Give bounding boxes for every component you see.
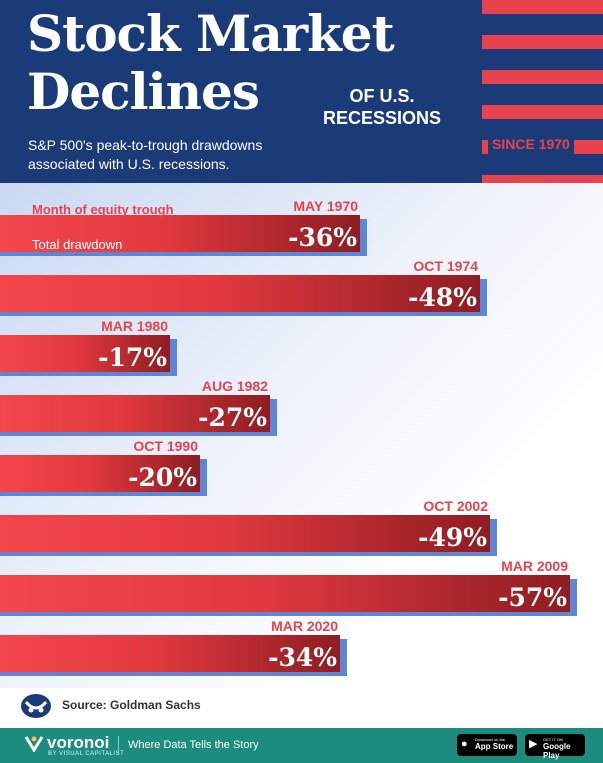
subtitle-line-1: S&P 500's peak-to-trough drawdowns bbox=[28, 137, 263, 153]
month-label: MAY 1970 bbox=[293, 198, 358, 214]
play-icon: ▶ bbox=[529, 738, 538, 750]
month-label: MAR 1980 bbox=[101, 318, 168, 334]
source-footer: Source: Goldman Sachs bbox=[0, 688, 603, 728]
value-label: -27% bbox=[198, 403, 267, 432]
subtitle-line-2: associated with U.S. recessions. bbox=[28, 156, 230, 172]
bar-mar-2009 bbox=[0, 575, 570, 612]
bar-mar-1980 bbox=[0, 335, 170, 372]
title-line-2: Declines bbox=[27, 62, 260, 121]
bar-may-1970 bbox=[0, 215, 360, 252]
brand-subtitle: BY VISUAL CAPITALIST bbox=[48, 751, 125, 757]
bar-oct-1974 bbox=[0, 275, 480, 312]
title-suffix-line-2: RECESSIONS bbox=[323, 108, 442, 128]
month-label: OCT 1990 bbox=[133, 438, 198, 454]
source-value: Goldman Sachs bbox=[110, 698, 201, 712]
bar-mar-2020 bbox=[0, 635, 340, 672]
bar-chart: MAY 1970 -36% OCT 1974 -48% MAR 1980 -17% AUG … bbox=[0, 198, 577, 676]
month-label: OCT 1974 bbox=[413, 258, 478, 274]
bar-oct-2002 bbox=[0, 515, 490, 552]
legend-total-drawdown: Total drawdown bbox=[32, 237, 123, 252]
month-label: OCT 2002 bbox=[423, 498, 488, 514]
chart-area: MAY 1970 -36% OCT 1974 -48% MAR 1980 -17% AUG … bbox=[0, 183, 603, 688]
apple-icon: ● bbox=[461, 738, 468, 750]
bar-aug-1982 bbox=[0, 395, 270, 432]
visual-capitalist-logo-icon bbox=[21, 694, 51, 718]
app-store-button[interactable]: ● Download on the App Store bbox=[457, 734, 517, 756]
google-play-big-text: Google Play bbox=[543, 742, 571, 760]
brand-name: voronoi bbox=[47, 733, 110, 752]
value-label: -48% bbox=[408, 283, 477, 312]
title-line-1: Stock Market bbox=[27, 4, 395, 63]
title-suffix: OF U.S. RECESSIONS bbox=[323, 85, 441, 129]
flag-stripes bbox=[482, 0, 603, 183]
brand-bar: voronoi BY VISUAL CAPITALIST Where Data … bbox=[0, 728, 603, 763]
value-label: -17% bbox=[98, 343, 167, 372]
source-label: Source: bbox=[62, 698, 107, 712]
title-suffix-line-1: OF U.S. bbox=[349, 86, 415, 106]
google-play-button[interactable]: ▶ GET IT ON Google Play bbox=[525, 734, 585, 760]
subtitle: S&P 500's peak-to-trough drawdowns assoc… bbox=[28, 136, 328, 174]
value-label: -49% bbox=[418, 523, 487, 552]
voronoi-logo-icon bbox=[24, 736, 44, 752]
value-label: -36% bbox=[288, 223, 357, 252]
app-store-big-text: App Store bbox=[475, 742, 514, 751]
month-label: MAR 2020 bbox=[271, 618, 338, 634]
legend-month-of-trough: Month of equity trough bbox=[32, 202, 174, 217]
header: Stock Market Declines OF U.S. RECESSIONS… bbox=[0, 0, 603, 183]
month-label: MAR 2009 bbox=[501, 558, 568, 574]
since-label: SINCE 1970 bbox=[488, 134, 574, 154]
divider bbox=[118, 736, 119, 755]
value-label: -57% bbox=[498, 583, 567, 612]
google-play-small-text: GET IT ON bbox=[543, 737, 563, 742]
source-text: Source: Goldman Sachs bbox=[62, 698, 201, 712]
value-label: -20% bbox=[128, 463, 197, 492]
app-store-small-text: Download on the bbox=[475, 737, 506, 742]
tagline: Where Data Tells the Story bbox=[128, 739, 259, 751]
value-label: -34% bbox=[268, 643, 337, 672]
bar-oct-1990 bbox=[0, 455, 200, 492]
month-label: AUG 1982 bbox=[202, 378, 268, 394]
